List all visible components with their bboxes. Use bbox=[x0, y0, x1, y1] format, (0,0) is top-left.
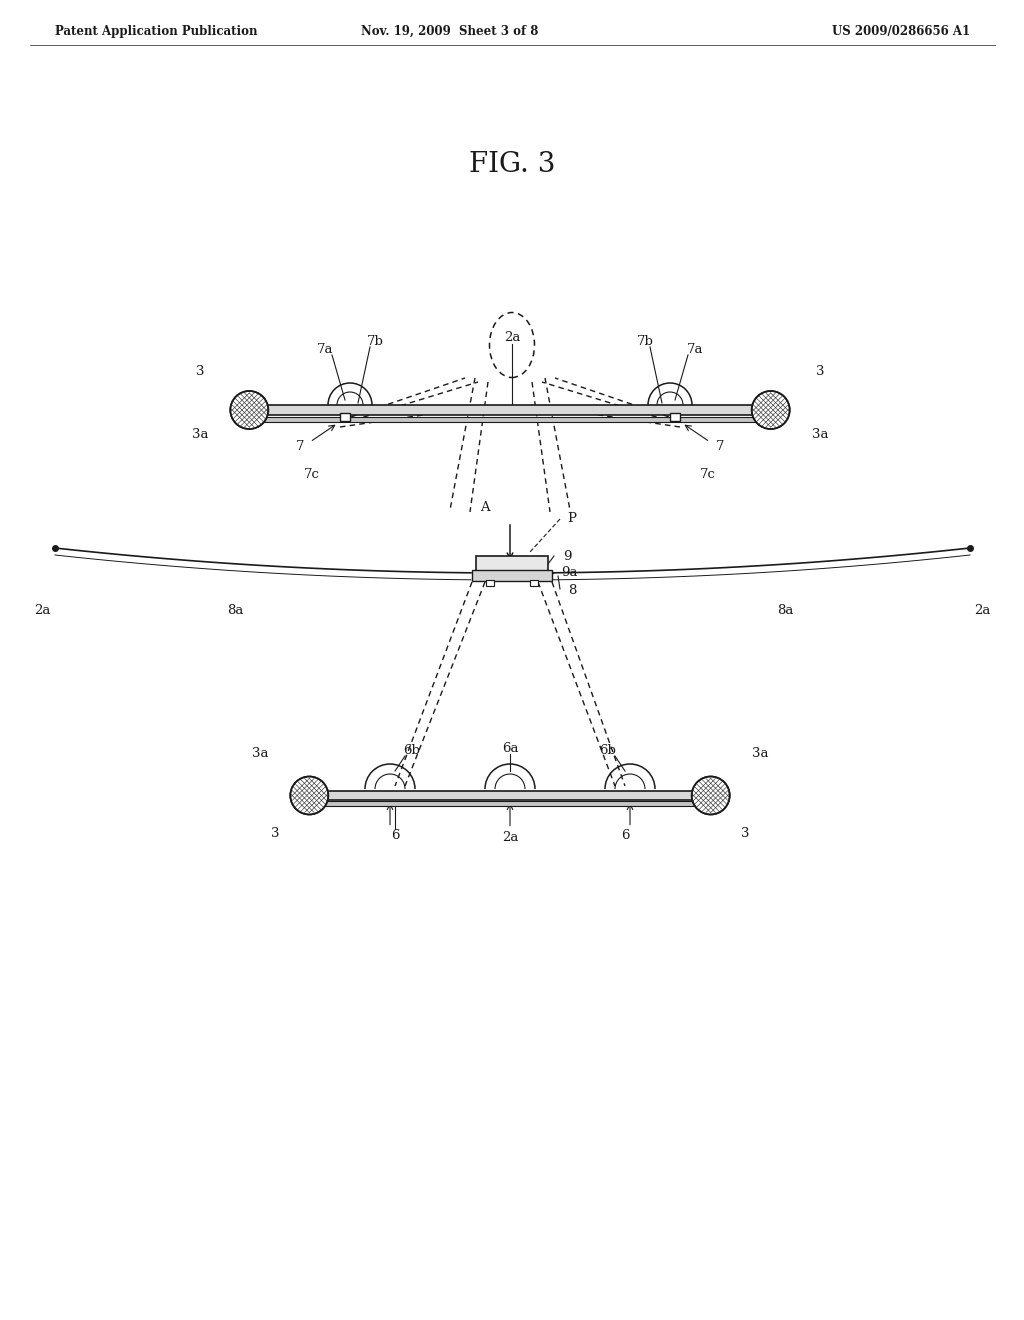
Text: 6b: 6b bbox=[600, 744, 616, 758]
Bar bbox=[670, 413, 680, 421]
Text: 6a: 6a bbox=[502, 742, 518, 755]
Text: 7c: 7c bbox=[304, 469, 319, 482]
Bar bbox=[530, 579, 538, 586]
Circle shape bbox=[230, 391, 268, 429]
Text: 2a: 2a bbox=[504, 331, 520, 345]
Bar bbox=[476, 556, 548, 572]
Text: 2a: 2a bbox=[974, 605, 990, 618]
Bar bbox=[472, 570, 552, 581]
Text: 3a: 3a bbox=[752, 747, 768, 760]
Text: 6: 6 bbox=[621, 829, 630, 842]
Text: 2a: 2a bbox=[502, 832, 518, 843]
Text: 9: 9 bbox=[563, 549, 571, 562]
Text: 6b: 6b bbox=[403, 744, 421, 758]
Text: 3a: 3a bbox=[812, 429, 828, 441]
Text: 3a: 3a bbox=[191, 429, 208, 441]
Text: 8a: 8a bbox=[777, 605, 794, 618]
Text: US 2009/0286656 A1: US 2009/0286656 A1 bbox=[831, 25, 970, 38]
Text: 6: 6 bbox=[391, 829, 399, 842]
Text: 3: 3 bbox=[196, 366, 204, 379]
Text: 8a: 8a bbox=[226, 605, 243, 618]
Text: A: A bbox=[480, 500, 489, 513]
Bar bbox=[315, 791, 705, 800]
Text: 9a: 9a bbox=[561, 566, 578, 579]
Text: 7c: 7c bbox=[700, 469, 716, 482]
Text: 3a: 3a bbox=[252, 747, 268, 760]
Text: 7b: 7b bbox=[367, 335, 383, 348]
Text: Nov. 19, 2009  Sheet 3 of 8: Nov. 19, 2009 Sheet 3 of 8 bbox=[361, 25, 539, 38]
Text: 2a: 2a bbox=[34, 605, 50, 618]
Text: 7: 7 bbox=[296, 441, 304, 454]
Circle shape bbox=[752, 391, 790, 429]
Circle shape bbox=[691, 776, 730, 814]
Text: FIG. 3: FIG. 3 bbox=[469, 152, 555, 178]
Bar bbox=[319, 801, 700, 807]
Text: 7a: 7a bbox=[316, 343, 333, 356]
Text: 7a: 7a bbox=[687, 343, 703, 356]
Circle shape bbox=[290, 776, 329, 814]
Text: 3: 3 bbox=[740, 828, 750, 840]
Bar bbox=[255, 405, 765, 414]
Bar bbox=[340, 413, 350, 421]
Bar bbox=[486, 579, 494, 586]
Text: 3: 3 bbox=[270, 828, 280, 840]
Text: Patent Application Publication: Patent Application Publication bbox=[55, 25, 257, 38]
Bar bbox=[260, 417, 760, 422]
Text: 7: 7 bbox=[716, 441, 724, 454]
Text: P: P bbox=[567, 512, 577, 525]
Text: 7b: 7b bbox=[637, 335, 653, 348]
Text: 8: 8 bbox=[568, 585, 577, 598]
Text: 3: 3 bbox=[816, 366, 824, 379]
